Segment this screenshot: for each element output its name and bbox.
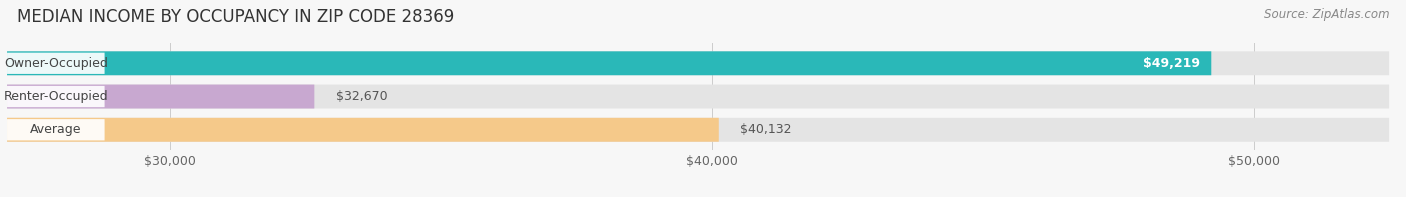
Text: $49,219: $49,219 — [1143, 57, 1201, 70]
FancyBboxPatch shape — [7, 85, 315, 109]
Text: Average: Average — [30, 123, 82, 136]
FancyBboxPatch shape — [7, 51, 1389, 75]
FancyBboxPatch shape — [7, 86, 104, 107]
FancyBboxPatch shape — [7, 51, 1212, 75]
Text: Renter-Occupied: Renter-Occupied — [3, 90, 108, 103]
Text: MEDIAN INCOME BY OCCUPANCY IN ZIP CODE 28369: MEDIAN INCOME BY OCCUPANCY IN ZIP CODE 2… — [17, 8, 454, 26]
FancyBboxPatch shape — [7, 119, 104, 140]
FancyBboxPatch shape — [7, 53, 104, 74]
FancyBboxPatch shape — [7, 118, 718, 142]
FancyBboxPatch shape — [7, 118, 1389, 142]
Text: Source: ZipAtlas.com: Source: ZipAtlas.com — [1264, 8, 1389, 21]
Text: Owner-Occupied: Owner-Occupied — [4, 57, 108, 70]
FancyBboxPatch shape — [7, 85, 1389, 109]
Text: $32,670: $32,670 — [336, 90, 388, 103]
Text: $40,132: $40,132 — [741, 123, 792, 136]
